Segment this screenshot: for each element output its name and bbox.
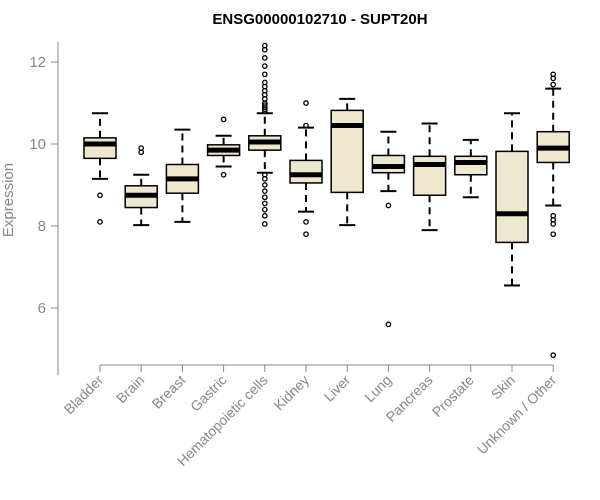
box-breast xyxy=(165,128,200,223)
outlier-point xyxy=(261,176,268,182)
outlier-point xyxy=(550,231,557,238)
iqr-box xyxy=(83,137,117,160)
box-unknown-other xyxy=(536,71,570,358)
box-gastric xyxy=(206,116,241,178)
y-tick-label: 12 xyxy=(29,54,46,71)
iqr-box xyxy=(330,109,364,194)
x-tick-label: Bladder xyxy=(61,372,107,418)
box-pancreas xyxy=(412,122,447,232)
box-liver xyxy=(330,97,364,227)
box-bladder xyxy=(83,112,117,225)
outlier-point xyxy=(261,200,268,207)
outlier-point xyxy=(261,212,268,219)
outlier-point xyxy=(97,192,103,199)
outlier-point xyxy=(303,122,309,129)
outlier-point xyxy=(303,219,309,225)
box-lung xyxy=(371,130,406,328)
outlier-point xyxy=(303,231,309,238)
outlier-point xyxy=(385,321,392,328)
x-tick-label: Breast xyxy=(149,372,189,412)
outlier-point xyxy=(261,108,268,115)
outlier-point xyxy=(138,145,145,151)
box-prostate xyxy=(454,138,488,199)
outlier-point xyxy=(303,100,309,106)
box-kidney xyxy=(289,100,323,238)
outlier-point xyxy=(261,106,268,113)
outlier-point xyxy=(261,63,268,69)
outlier-point xyxy=(550,75,557,82)
outlier-point xyxy=(550,352,557,358)
outlier-point xyxy=(97,219,103,225)
y-axis-label: Expression xyxy=(0,163,17,237)
x-tick-label: Liver xyxy=(321,372,354,405)
outlier-point xyxy=(261,194,268,201)
outlier-point xyxy=(261,46,268,53)
outlier-point xyxy=(550,221,557,227)
y-tick-label: 8 xyxy=(38,218,46,235)
outlier-point xyxy=(220,171,227,178)
outlier-point xyxy=(261,206,268,213)
outlier-point xyxy=(385,202,392,209)
outlier-point xyxy=(261,182,268,188)
x-tick-label: Skin xyxy=(488,372,519,403)
box-skin xyxy=(495,112,529,287)
x-tick-label: Brain xyxy=(113,372,147,406)
iqr-box xyxy=(495,150,529,244)
box-brain xyxy=(124,145,158,227)
box-series xyxy=(83,42,570,358)
outlier-point xyxy=(261,221,268,227)
x-tick-label: Kidney xyxy=(271,372,313,414)
chart-title: ENSG00000102710 - SUPT20H xyxy=(212,11,427,28)
outlier-point xyxy=(261,55,268,61)
iqr-box xyxy=(289,159,323,184)
y-tick-label: 6 xyxy=(38,300,46,317)
outlier-point xyxy=(261,71,268,78)
outlier-point xyxy=(261,188,268,194)
box-hematopoietic-cells xyxy=(248,42,282,227)
iqr-box xyxy=(454,155,488,176)
outlier-point xyxy=(220,116,227,123)
outlier-point xyxy=(550,81,557,88)
y-axis: 6 8 10 12 xyxy=(29,41,59,376)
y-tick-label: 10 xyxy=(29,136,46,153)
x-tick-label: Lung xyxy=(361,372,394,405)
x-tick-label: Prostate xyxy=(429,372,477,420)
